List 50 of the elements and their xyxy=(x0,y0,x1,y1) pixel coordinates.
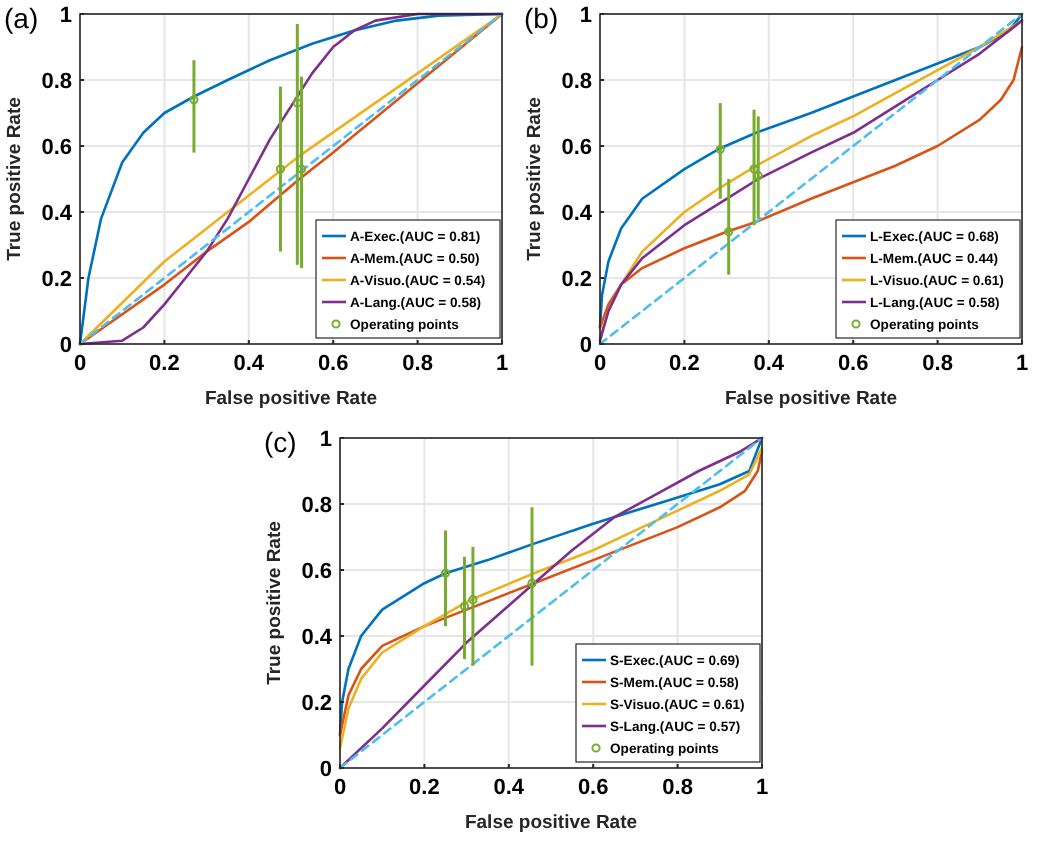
y-tick-label: 0.4 xyxy=(301,626,334,650)
x-tick-label: 1 xyxy=(495,352,509,376)
x-tick-label: 0.8 xyxy=(402,352,433,376)
point xyxy=(468,595,478,605)
y-tick-label: 0 xyxy=(319,758,332,782)
y-tick-label: 0 xyxy=(579,334,592,358)
y-tick-label: 1 xyxy=(579,4,592,28)
y-tick-label: 1 xyxy=(59,4,72,28)
point xyxy=(459,601,470,611)
y-tick-label: 0.4 xyxy=(41,202,74,226)
y-tick-label: 0.8 xyxy=(301,494,332,518)
y-tick-label: 0.2 xyxy=(301,692,332,716)
chart-title: (a) xyxy=(4,2,39,34)
x-tick-label: 0.2 xyxy=(669,352,700,376)
x-axis-title: False positive Rate xyxy=(724,388,898,410)
chart-title: (b) xyxy=(524,2,559,34)
y-tick-label: 0.6 xyxy=(301,560,332,584)
y-tick-label: 1 xyxy=(319,428,332,452)
x-tick-label: 1 xyxy=(1015,352,1029,376)
line-series xyxy=(78,12,504,346)
x-tick-label: 0.2 xyxy=(149,352,180,376)
point xyxy=(724,227,734,237)
y-tick-label: 0.6 xyxy=(41,136,72,160)
y-axis-title: True positive Rate xyxy=(524,97,546,261)
point xyxy=(440,568,451,578)
x-axis-title: False positive Rate xyxy=(464,812,638,834)
y-tick-label: 0 xyxy=(59,334,72,358)
x-tick-label: 0.4 xyxy=(753,352,786,376)
point xyxy=(189,95,199,105)
point xyxy=(527,578,537,588)
y-tick-label: 0.6 xyxy=(561,136,592,160)
x-axis-title: False positive Rate xyxy=(204,388,378,410)
y-axis-title: True positive Rate xyxy=(264,521,286,685)
point xyxy=(292,98,302,108)
y-tick-label: 0.4 xyxy=(561,202,594,226)
y-tick-label: 0.8 xyxy=(41,70,72,94)
point xyxy=(715,144,725,154)
y-tick-label: 0.8 xyxy=(561,70,592,94)
y-axis-title: True positive Rate xyxy=(4,97,26,261)
x-tick-label: 0.4 xyxy=(493,776,526,800)
chart-title: (c) xyxy=(264,426,297,458)
point xyxy=(275,164,286,174)
x-tick-label: 0.6 xyxy=(837,352,869,376)
x-tick-label: 1 xyxy=(755,776,769,800)
y-tick-label: 0.2 xyxy=(561,268,592,292)
x-tick-label: 0.2 xyxy=(409,776,440,800)
x-tick-label: 0.4 xyxy=(233,352,266,376)
y-tick-label: 0.2 xyxy=(41,268,72,292)
x-tick-label: 0.8 xyxy=(662,776,693,800)
x-tick-label: 0.8 xyxy=(922,352,953,376)
